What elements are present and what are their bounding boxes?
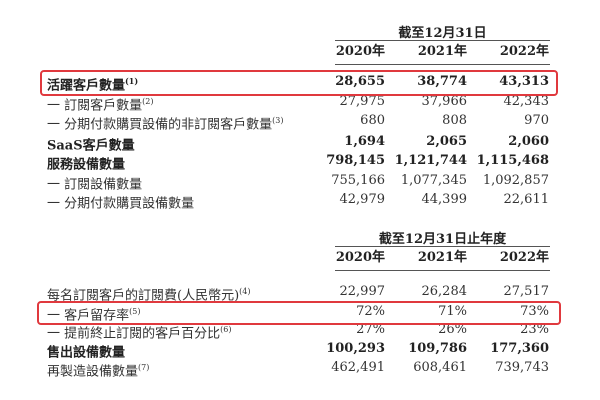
row-value: 798,145 (326, 153, 385, 168)
table-row: 每名訂閱客戶的訂閱費(人民幣元)(4) 22,997 26,284 27,517 (47, 282, 552, 303)
footnote-ref: (6) (220, 325, 232, 334)
row-label: 一 訂閱客戶數量(2) (47, 92, 153, 115)
row-label-text: 服務設備數量 (47, 157, 126, 173)
row-label: 一 訂閱設備數量 (47, 171, 142, 194)
row-value: 1,077,345 (400, 173, 467, 188)
row-label: 每名訂閱客戶的訂閱費(人民幣元)(4) (47, 282, 251, 305)
row-value: 26,284 (421, 284, 468, 299)
row-value: 28,655 (335, 74, 385, 89)
row-value: 1,121,744 (394, 153, 467, 168)
row-label-text: 售出設備數量 (47, 345, 126, 361)
row-value: 37,966 (421, 94, 468, 109)
row-label-text: 再製造設備數量 (47, 364, 139, 380)
year-header: 2020年 (335, 250, 385, 265)
year-header: 2021年 (417, 44, 467, 59)
row-value: 755,166 (331, 173, 385, 188)
row-label-text: 活躍客戶數量 (47, 78, 126, 94)
highlight-box-retention-rate (37, 301, 561, 325)
footnote-ref: (4) (239, 287, 251, 296)
row-label-text: 每名訂閱客戶的訂閱費(人民幣元) (47, 288, 240, 304)
table-row: 服務設備數量 798,145 1,121,744 1,115,468 (47, 151, 552, 172)
table-row: 再製造設備數量(7) 462,491 608,461 739,743 (47, 358, 552, 379)
row-label: SaaS客戶數量 (47, 132, 135, 155)
row-value: 27% (356, 322, 385, 337)
table-row: 一 訂閱客戶數量(2) 27,975 37,966 42,343 (47, 92, 552, 113)
row-label-text: 一 訂閱設備數量 (47, 177, 143, 193)
row-label: 再製造設備數量(7) (47, 358, 149, 381)
row-value: 1,694 (344, 134, 385, 149)
row-value: 44,399 (421, 192, 468, 207)
row-label: 售出設備數量 (47, 339, 125, 362)
row-value: 26% (438, 322, 467, 337)
row-value: 23% (520, 322, 549, 337)
row-value: 42,343 (503, 94, 550, 109)
year-header: 2022年 (499, 250, 549, 265)
divider (335, 40, 550, 41)
row-label: 一 分期付款購買設備數量 (47, 190, 194, 213)
row-value: 608,461 (413, 360, 467, 375)
row-value: 71% (438, 304, 467, 319)
table-row: 一 訂閱設備數量 755,166 1,077,345 1,092,857 (47, 171, 552, 192)
table-row: 一 分期付款購買設備的非訂閱客戶數量(3) 680 808 970 (47, 111, 552, 132)
table-row: SaaS客戶數量 1,694 2,065 2,060 (47, 132, 552, 153)
divider (335, 246, 550, 247)
row-value: 970 (524, 113, 549, 128)
divider (335, 64, 550, 65)
row-label: 服務設備數量 (47, 151, 125, 174)
row-value: 43,313 (499, 74, 549, 89)
row-value: 739,743 (495, 360, 549, 375)
footnote-ref: (1) (125, 76, 139, 86)
footnote-ref: (5) (129, 307, 141, 316)
row-label: 一 客戶留存率(5) (47, 302, 140, 325)
row-label-text: 一 分期付款購買設備數量 (47, 196, 195, 212)
row-value: 22,997 (339, 284, 386, 299)
year-header: 2022年 (499, 44, 549, 59)
row-value: 2,060 (508, 134, 549, 149)
row-label: 一 提前終止訂閱的客戶百分比(6) (47, 320, 231, 343)
table-row: 一 分期付款購買設備數量 42,979 44,399 22,611 (47, 190, 552, 211)
row-label-text: 一 客戶留存率 (47, 308, 130, 324)
row-value: 1,092,857 (482, 173, 549, 188)
row-value: 42,979 (339, 192, 386, 207)
row-value: 38,774 (417, 74, 467, 89)
row-label: 一 分期付款購買設備的非訂閱客戶數量(3) (47, 111, 283, 134)
row-value: 100,293 (326, 341, 385, 356)
row-value: 462,491 (331, 360, 385, 375)
highlight-box-active-customers (40, 70, 558, 96)
row-label-text: 一 提前終止訂閱的客戶百分比 (47, 326, 221, 342)
row-label: 活躍客戶數量(1) (47, 72, 138, 95)
section2-header: 截至12月31日止年度 (378, 232, 507, 247)
year-header: 2021年 (417, 250, 467, 265)
divider (335, 270, 550, 271)
row-value: 680 (360, 113, 385, 128)
row-value: 177,360 (490, 341, 549, 356)
footnote-ref: (7) (138, 363, 150, 372)
row-value: 808 (442, 113, 467, 128)
row-value: 27,975 (339, 94, 386, 109)
row-value: 73% (520, 304, 549, 319)
table-row: 一 提前終止訂閱的客戶百分比(6) 27% 26% 23% (47, 320, 552, 341)
row-label-text: SaaS客戶數量 (47, 138, 135, 154)
year-header: 2020年 (335, 44, 385, 59)
footnote-ref: (3) (272, 116, 284, 125)
row-value: 72% (356, 304, 385, 319)
row-value: 2,065 (426, 134, 467, 149)
row-value: 109,786 (408, 341, 467, 356)
row-value: 1,115,468 (476, 153, 549, 168)
row-value: 22,611 (503, 192, 550, 207)
table-row: 售出設備數量 100,293 109,786 177,360 (47, 339, 552, 360)
row-label-text: 一 訂閱客戶數量 (47, 98, 143, 114)
table-row: 一 客戶留存率(5) 72% 71% 73% (47, 302, 552, 323)
row-label-text: 一 分期付款購買設備的非訂閱客戶數量 (47, 117, 273, 133)
footnote-ref: (2) (142, 97, 154, 106)
row-value: 27,517 (503, 284, 550, 299)
table-row: 活躍客戶數量(1) 28,655 38,774 43,313 (47, 72, 552, 93)
section1-header: 截至12月31日 (398, 26, 487, 41)
